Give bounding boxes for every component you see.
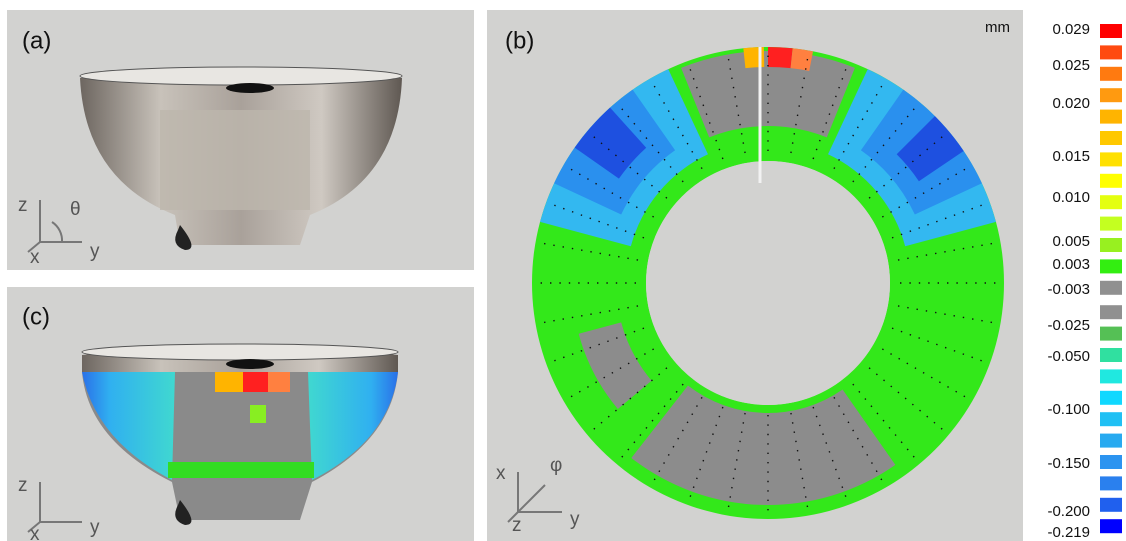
legend-swatch [1100,412,1122,426]
legend-swatch [1100,327,1122,341]
panel-label: (c) [22,303,50,330]
legend-swatch [1100,348,1122,362]
legend-unit: mm [985,19,1010,36]
legend-swatch [1100,391,1122,405]
legend-label: 0.015 [1052,148,1090,165]
legend-swatch [1100,217,1122,231]
legend-swatch [1100,498,1122,512]
legend-label: -0.219 [1047,524,1090,541]
legend-swatch [1100,110,1122,124]
legend-swatch [1100,131,1122,145]
legend-swatch [1100,305,1122,319]
legend-swatch [1100,88,1122,102]
legend-label: -0.100 [1047,401,1090,418]
axis-label: y [90,241,100,262]
axis-label: φ [550,455,562,476]
legend-label: 0.003 [1052,256,1090,273]
ring-region [768,47,793,68]
legend-swatch [1100,259,1122,273]
legend-label: 0.010 [1052,189,1090,206]
legend-label: 0.029 [1052,21,1090,38]
legend-label: 0.020 [1052,95,1090,112]
legend-swatch [1100,455,1122,469]
legend-swatch [1100,281,1122,295]
legend-swatch [1100,434,1122,448]
legend-label: -0.050 [1047,348,1090,365]
axis-label: x [496,463,506,484]
legend-swatch [1100,67,1122,81]
axis-label: x [30,524,40,541]
legend-swatch [1100,476,1122,490]
legend-swatch [1100,369,1122,383]
legend-swatch [1100,24,1122,38]
axis-label: x [30,247,40,268]
ring-region [791,48,813,71]
color-legend: 0.029 0.025 0.020 0.015 0.010 0.005 0.003 -0.00… [1047,21,1122,541]
axis-label: y [570,509,580,530]
legend-label: 0.005 [1052,233,1090,250]
axis-label: z [512,515,522,536]
legend-swatch [1100,519,1122,533]
legend-swatch [1100,195,1122,209]
legend-label: 0.025 [1052,57,1090,74]
legend-label: -0.003 [1047,281,1090,298]
legend-swatch [1100,174,1122,188]
legend-swatch [1100,45,1122,59]
legend-label: -0.025 [1047,317,1090,334]
figure: (a) z θ x y (c) z x y (b) x φ z y mm 0.0… [0,0,1126,541]
axis-label: θ [70,199,81,220]
ring-hole [646,161,890,405]
legend-label: -0.150 [1047,455,1090,472]
legend-swatch [1100,152,1122,166]
legend-label: -0.200 [1047,503,1090,520]
panel-label: (b) [505,27,534,54]
legend-swatch [1100,238,1122,252]
axis-label: z [18,475,28,496]
panel-label: (a) [22,27,51,54]
axis-label: y [90,517,100,538]
axis-label: z [18,195,28,216]
